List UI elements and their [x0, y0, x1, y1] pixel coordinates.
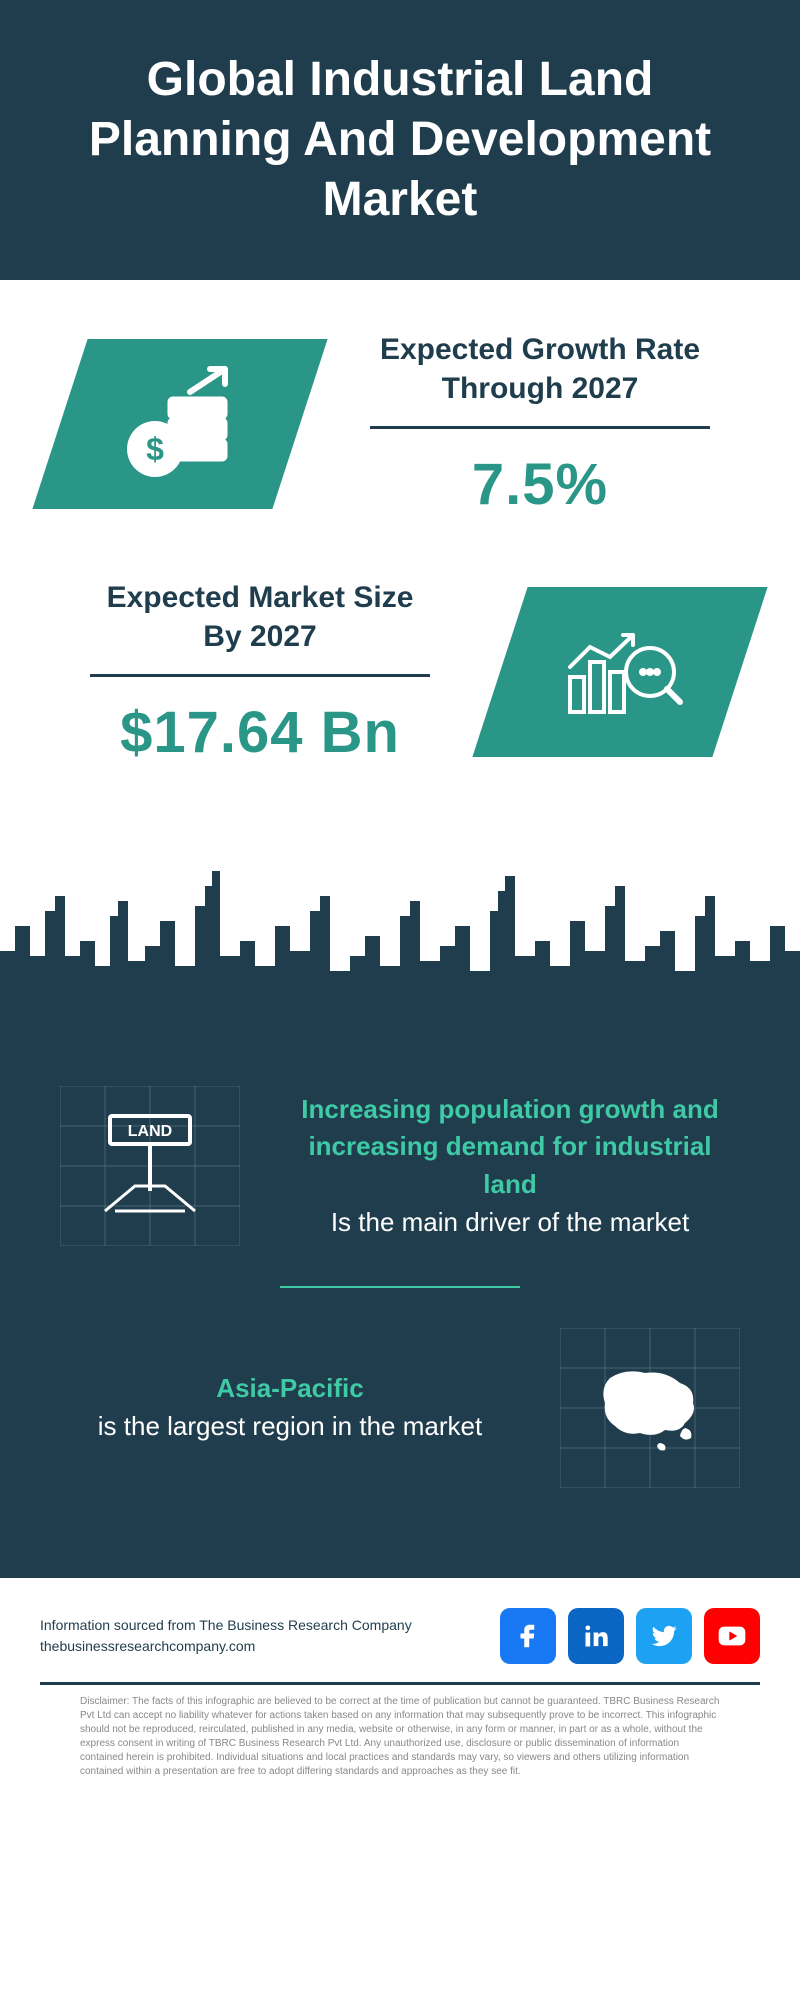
- growth-rate-row: $ Expected Growth Rate Through 2027 7.5%: [60, 330, 740, 518]
- growth-dollar-icon: $: [115, 364, 245, 484]
- land-sign-label: LAND: [128, 1123, 172, 1140]
- driver-rest: Is the main driver of the market: [331, 1207, 689, 1237]
- market-icon-box: [472, 587, 767, 757]
- region-row: Asia-Pacific is the largest region in th…: [60, 1328, 740, 1488]
- svg-text:$: $: [146, 431, 164, 467]
- page-title: Global Industrial Land Planning And Deve…: [60, 50, 740, 230]
- source-line1: Information sourced from The Business Re…: [40, 1617, 412, 1633]
- section-divider: [280, 1286, 520, 1288]
- asia-map-icon: [560, 1328, 740, 1488]
- driver-row: LAND Increasing population growth and in…: [60, 1086, 740, 1246]
- source-line2: thebusinessresearchcompany.com: [40, 1638, 255, 1654]
- social-links: [500, 1608, 760, 1664]
- growth-label: Expected Growth Rate Through 2027: [370, 330, 710, 429]
- region-rest: is the largest region in the market: [98, 1411, 482, 1441]
- market-text: Expected Market Size By 2027 $17.64 Bn: [60, 578, 460, 766]
- skyline-silhouette: [0, 856, 800, 1016]
- footer: Information sourced from The Business Re…: [0, 1578, 800, 1682]
- region-highlight: Asia-Pacific: [216, 1373, 363, 1403]
- disclaimer-text: Disclaimer: The facts of this infographi…: [80, 1685, 720, 1779]
- stats-section: $ Expected Growth Rate Through 2027 7.5%: [0, 280, 800, 856]
- insights-section: LAND Increasing population growth and in…: [0, 1016, 800, 1578]
- driver-highlight: Increasing population growth and increas…: [301, 1094, 718, 1199]
- growth-text: Expected Growth Rate Through 2027 7.5%: [340, 330, 740, 518]
- market-value: $17.64 Bn: [60, 699, 460, 766]
- driver-text: Increasing population growth and increas…: [280, 1091, 740, 1242]
- twitter-icon[interactable]: [636, 1608, 692, 1664]
- growth-value: 7.5%: [340, 451, 740, 518]
- market-label: Expected Market Size By 2027: [90, 578, 430, 677]
- region-text: Asia-Pacific is the largest region in th…: [60, 1370, 520, 1445]
- market-size-row: Expected Market Size By 2027 $17.64 Bn: [60, 578, 740, 766]
- youtube-icon[interactable]: [704, 1608, 760, 1664]
- disclaimer-section: Disclaimer: The facts of this infographi…: [40, 1682, 760, 1809]
- market-chart-icon: [555, 617, 685, 727]
- growth-icon-box: $: [32, 339, 327, 509]
- facebook-icon[interactable]: [500, 1608, 556, 1664]
- linkedin-icon[interactable]: [568, 1608, 624, 1664]
- land-sign-icon: LAND: [60, 1086, 240, 1246]
- footer-source: Information sourced from The Business Re…: [40, 1615, 412, 1657]
- header: Global Industrial Land Planning And Deve…: [0, 0, 800, 280]
